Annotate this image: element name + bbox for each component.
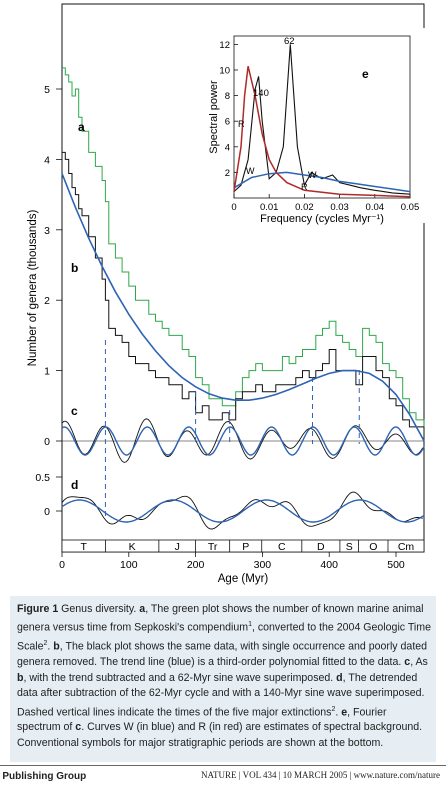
c-tick-0: 0 [44,436,50,448]
d-tick-0: 0 [44,506,50,518]
period-D: D [317,541,325,553]
panel-letter-e: e [362,67,369,81]
inset-ticks: 0 0.01 0.02 0.03 0.04 0.05 2 4 6 8 10 12 [219,40,419,213]
inset-x-tick-0: 0 [231,202,236,213]
x-tick-0: 0 [59,559,65,571]
series-c-residual [61,418,424,463]
caption-a-text2: , converted to the 2004 Geologic Time Sc… [17,621,431,653]
caption-b: b [53,640,60,653]
x-tick-400: 400 [320,559,338,571]
caption-title: Genus diversity. [58,603,140,615]
period-S: S [346,541,353,553]
x-tick-500: 500 [387,559,405,571]
period-P: P [242,541,249,553]
caption-c-text2: , with the trend subtracted and a 62-Myr… [23,671,337,684]
caption-b2: b [17,671,24,684]
caption-ref1: 1 [248,621,252,629]
panel-letter-a: a [78,120,85,134]
inset-x-tick-0.01: 0.01 [260,202,279,213]
caption-background [10,596,436,762]
inset-spectrum: Spectral power Frequency (cycles Myr⁻¹) … [203,28,427,225]
peak-label-140: 140 [253,88,269,99]
caption-c: c [404,656,411,669]
d-tick-05: 0.5 [35,472,50,484]
y-tick-1: 1 [44,366,50,378]
y-tick-2: 2 [44,295,50,307]
inset-label-W1: W [246,166,255,176]
x-axis-label: Age (Myr) [218,573,269,585]
period-K: K [129,541,136,553]
caption-e: e [341,706,348,719]
series-a [62,67,425,427]
footer-journal: NATURE | VOL 434 | 10 MARCH 2005 | www.n… [200,770,440,780]
caption-a: a [139,603,146,615]
caption-fig-label: Figure 1 [17,603,59,615]
x-ticks: 0 100 200 300 400 500 [59,552,405,571]
periods: T K J Tr P C D S O Cm [80,540,414,553]
footer-publisher: e Publishing Group [0,771,87,782]
x-tick-200: 200 [187,559,205,571]
caption-ref3: 2 [331,705,336,713]
period-T: T [80,541,87,553]
caption-c2: c [75,721,82,734]
caption-ref2: 2 [43,640,48,648]
inset-y-tick-2: 2 [225,168,230,179]
period-J: J [175,541,180,553]
extinction-lines [104,340,360,520]
periods-bar [61,539,425,553]
inset-x-tick-0.04: 0.04 [366,202,385,213]
inset-series-c [233,44,411,195]
caption-c-text: , As [410,656,428,669]
inset-series-R [233,66,411,198]
inset-y-tick-4: 4 [225,142,230,153]
inset-y-tick-10: 10 [219,66,230,77]
figure-caption: Figure 1 Genus diversity. a, The green p… [17,602,431,751]
inset-label-R1: R [238,119,245,129]
period-Cm: Cm [398,541,415,553]
inset-label-R2: R [301,182,308,192]
inset-y-tick-6: 6 [225,117,230,128]
period-Tr: Tr [208,541,218,553]
inset-x-tick-0.02: 0.02 [295,202,314,213]
y-tick-3: 3 [44,225,50,237]
inset-frame [233,35,411,199]
panel-letter-b: b [71,261,78,275]
panel-letter-d: d [71,478,78,492]
inset-x-tick-0.03: 0.03 [330,202,349,213]
series-c-sine62 [61,426,425,456]
caption-e-text: , Fourier spectrum of [17,706,387,734]
main-curves [61,67,425,530]
period-O: O [369,541,377,553]
y-axis-label: Number of genera (thousands) [27,210,39,367]
y-tick-4: 4 [44,154,50,166]
x-tick-100: 100 [120,559,138,571]
caption-d: d [336,671,343,684]
inset-x-tick-0.05: 0.05 [401,202,420,213]
series-trend [61,173,425,442]
caption-b-text: , The black plot shows the same data, wi… [17,640,428,669]
inset-y-tick-12: 12 [219,40,230,51]
footer-rule [0,765,446,766]
y-tick-5: 5 [44,84,50,96]
series-d-sine140 [61,499,425,523]
series-b [62,151,425,428]
y-ticks: 1 2 3 4 5 [44,84,62,378]
caption-d-text: , The detrended data after subtraction o… [17,671,425,719]
panel-letter-c: c [71,404,78,418]
inset-curves [233,44,411,198]
inset-label-W2: W [308,170,317,180]
inset-x-label: Frequency (cycles Myr⁻¹) [260,213,384,225]
x-tick-300: 300 [254,559,272,571]
inset-y-tick-8: 8 [225,91,230,102]
inset-y-label: Spectral power [208,80,220,154]
caption-e-text2: . Curves W (in blue) and R (in red) are … [17,721,423,749]
caption-a-text: , The green plot shows the number of kno… [17,603,424,634]
peak-label-62: 62 [284,36,295,47]
caption-sep2: . [335,706,342,719]
period-C: C [278,541,286,553]
series-d-residual [61,491,423,530]
caption-sep1: . [47,640,54,653]
inset-series-W [233,171,411,193]
